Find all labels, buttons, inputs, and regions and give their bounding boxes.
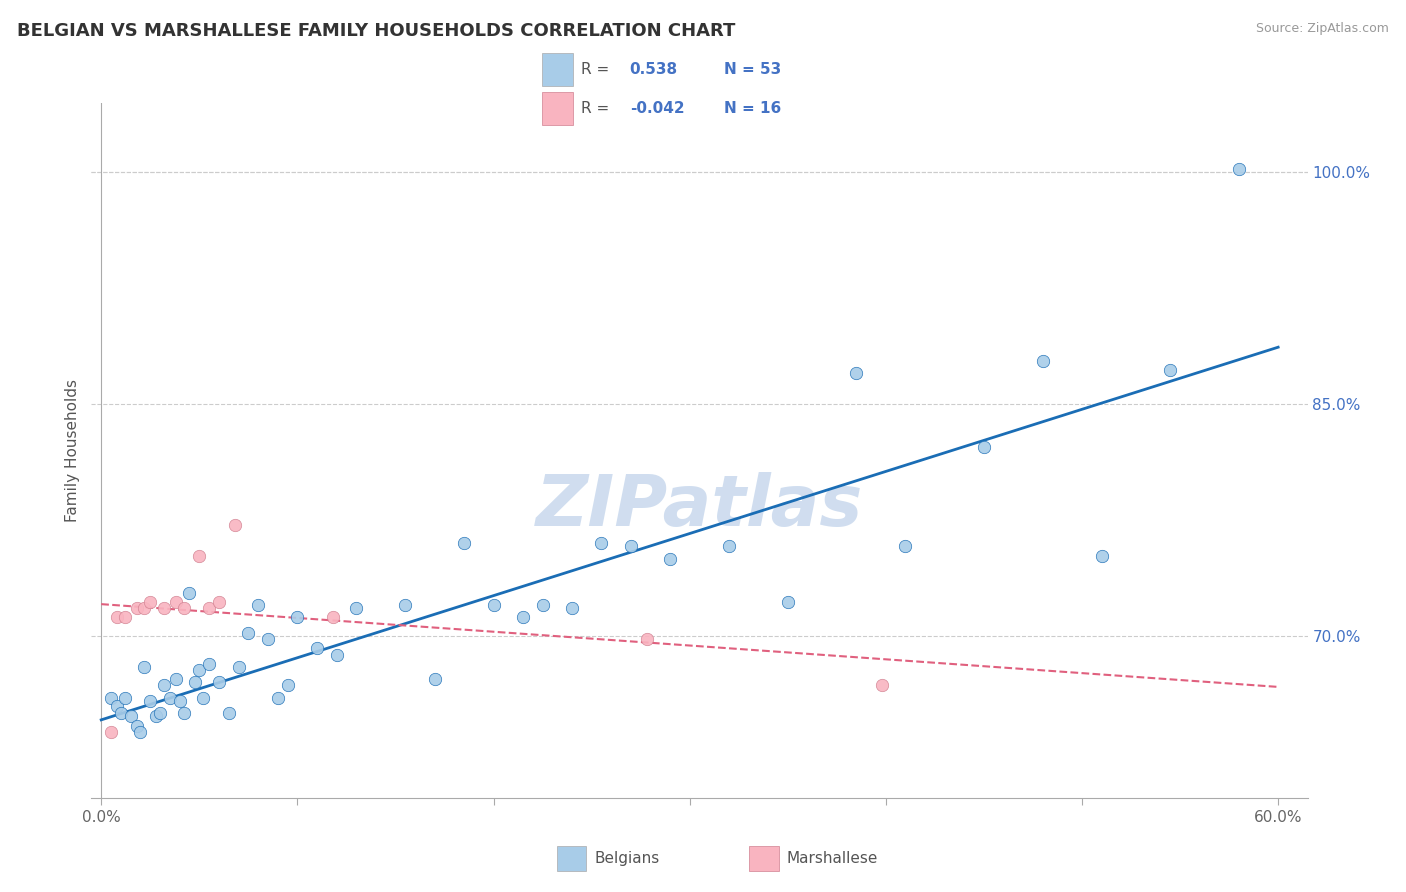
Point [591,536,613,550]
Bar [541,53,572,86]
Point [512,610,534,624]
Point [114,690,136,705]
Point [100,724,122,739]
Bar [557,847,586,871]
Point [100,690,122,705]
Point [247,598,270,612]
Point [894,539,917,553]
Point [153,678,176,692]
Point [344,601,367,615]
Text: 0.538: 0.538 [630,62,678,77]
Point [139,694,162,708]
Point [114,610,136,624]
Bar [541,92,572,125]
Point [105,698,128,713]
Point [285,610,308,624]
Point [149,706,172,721]
Point [188,663,211,677]
Point [193,690,215,705]
Point [208,675,231,690]
Point [173,706,195,721]
Point [531,598,554,612]
Text: BELGIAN VS MARSHALLESE FAMILY HOUSEHOLDS CORRELATION CHART: BELGIAN VS MARSHALLESE FAMILY HOUSEHOLDS… [17,22,735,40]
Point [120,709,142,723]
Text: R =: R = [582,62,610,77]
Point [845,366,868,380]
Point [267,690,290,705]
Text: Source: ZipAtlas.com: Source: ZipAtlas.com [1256,22,1389,36]
Point [776,595,799,609]
Point [659,551,682,566]
Point [159,690,181,705]
Point [169,694,191,708]
Point [322,610,344,624]
Point [1159,363,1181,377]
Point [125,719,148,733]
Point [198,601,221,615]
Point [179,585,201,599]
Point [110,706,132,721]
Point [423,673,446,687]
Text: ZIPatlas: ZIPatlas [536,472,863,541]
Point [188,549,211,563]
Point [620,539,643,553]
Point [257,632,280,646]
Text: -0.042: -0.042 [630,101,685,116]
Text: N = 53: N = 53 [724,62,782,77]
Point [105,610,128,624]
Text: R =: R = [582,101,610,116]
Point [636,632,658,646]
Point [1032,353,1054,368]
Point [173,601,195,615]
Point [218,706,240,721]
Point [1227,162,1250,177]
Point [973,441,995,455]
Point [129,724,152,739]
Point [208,595,231,609]
Point [374,817,396,831]
Point [125,601,148,615]
Point [305,641,328,656]
Point [139,595,162,609]
Point [134,660,156,674]
Text: Marshallese: Marshallese [786,851,877,866]
Point [238,626,260,640]
Point [228,660,250,674]
Point [277,678,299,692]
Point [561,601,583,615]
Point [165,673,187,687]
Point [717,539,740,553]
Point [134,601,156,615]
Point [325,648,347,662]
Point [453,536,475,550]
Text: N = 16: N = 16 [724,101,782,116]
Point [198,657,221,671]
Point [394,598,416,612]
Point [482,598,505,612]
Point [1091,549,1114,563]
Point [165,595,187,609]
Y-axis label: Family Households: Family Households [65,379,80,522]
Point [870,678,893,692]
Bar [749,847,779,871]
Point [224,517,246,532]
Point [145,709,167,723]
Point [184,675,207,690]
Text: Belgians: Belgians [595,851,659,866]
Point [153,601,176,615]
